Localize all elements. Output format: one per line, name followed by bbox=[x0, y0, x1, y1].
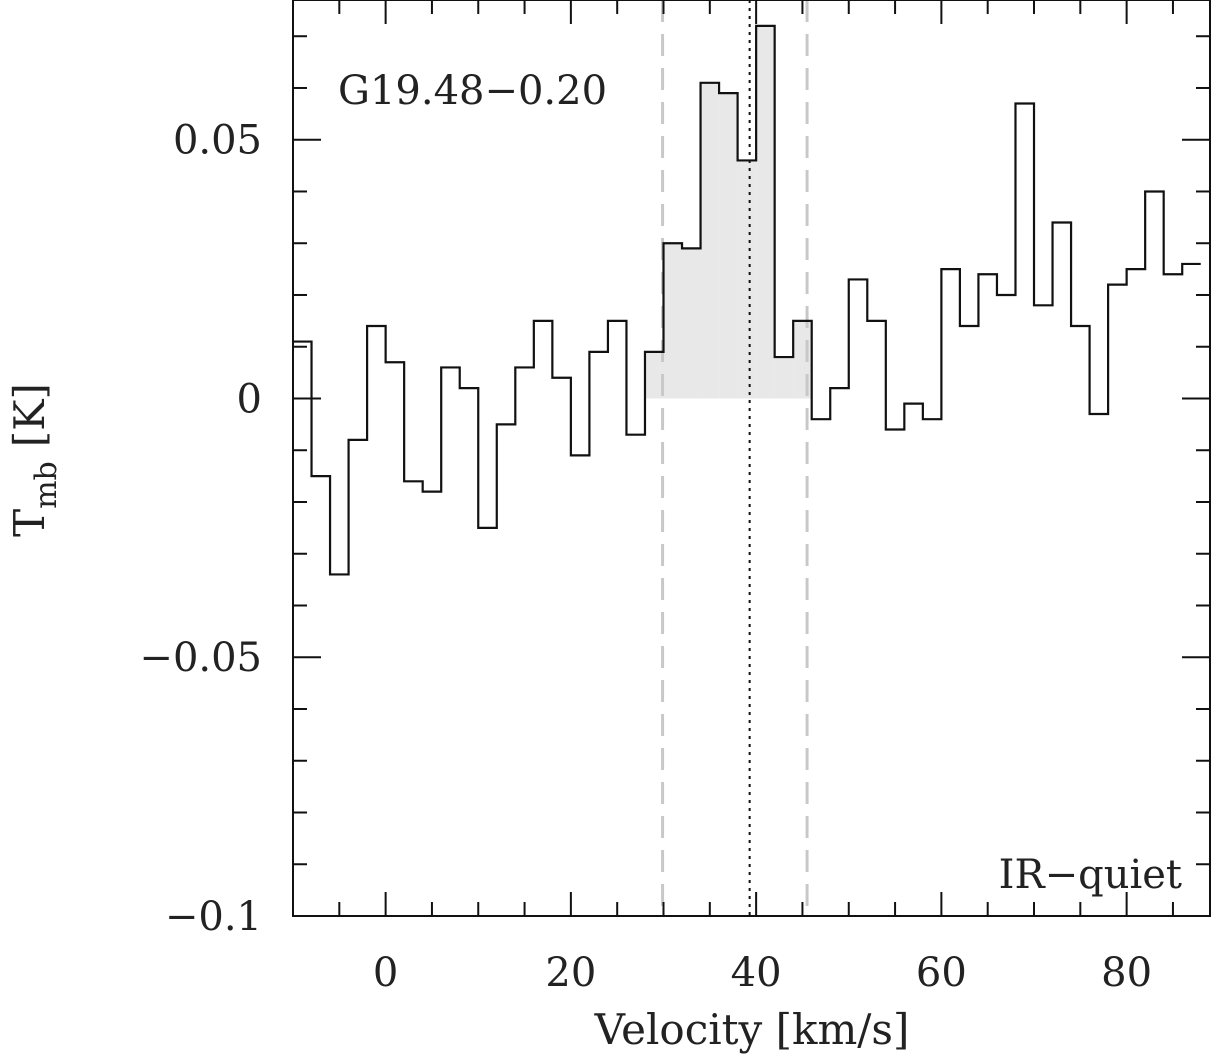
y-tick-label: −0.05 bbox=[139, 635, 262, 681]
y-tick-label: −0.1 bbox=[165, 894, 262, 940]
y-tick-label: 0.05 bbox=[173, 118, 262, 164]
integrated-area-bar bbox=[719, 93, 738, 398]
axes-layer: 0 20 40 60 80 −0.1 −0.05 0 0.05 bbox=[139, 0, 1210, 996]
y-axis-title-sub: mb bbox=[29, 461, 64, 509]
x-tick-label: 60 bbox=[916, 950, 967, 996]
x-tick-label: 0 bbox=[373, 950, 398, 996]
y-axis-title: Tmb [K] bbox=[5, 383, 64, 537]
y-tick-label: 0 bbox=[237, 376, 262, 422]
integrated-area-bar bbox=[645, 352, 664, 399]
svg-text:Tmb[K]: Tmb [K] bbox=[5, 383, 64, 537]
y-axis-title-main: T bbox=[5, 509, 54, 537]
integrated-area-bar bbox=[682, 248, 701, 398]
x-tick-label: 40 bbox=[731, 950, 782, 996]
integrated-area-layer bbox=[645, 26, 812, 399]
source-label: G19.48−0.20 bbox=[338, 68, 607, 114]
plot-frame bbox=[293, 0, 1210, 916]
integrated-area-bar bbox=[701, 83, 720, 399]
x-tick-label: 20 bbox=[545, 950, 596, 996]
x-axis-title: Velocity [km/s] bbox=[594, 1005, 910, 1054]
integrated-area-bar bbox=[664, 243, 683, 398]
classification-label: IR−quiet bbox=[999, 852, 1182, 898]
x-tick-label: 80 bbox=[1101, 950, 1152, 996]
y-axis-title-unit: [K] bbox=[5, 383, 54, 447]
integrated-area-bar bbox=[738, 160, 757, 398]
integrated-area-bar bbox=[756, 26, 775, 399]
integrated-area-bar bbox=[775, 357, 794, 398]
integrated-area-bar bbox=[793, 321, 812, 399]
